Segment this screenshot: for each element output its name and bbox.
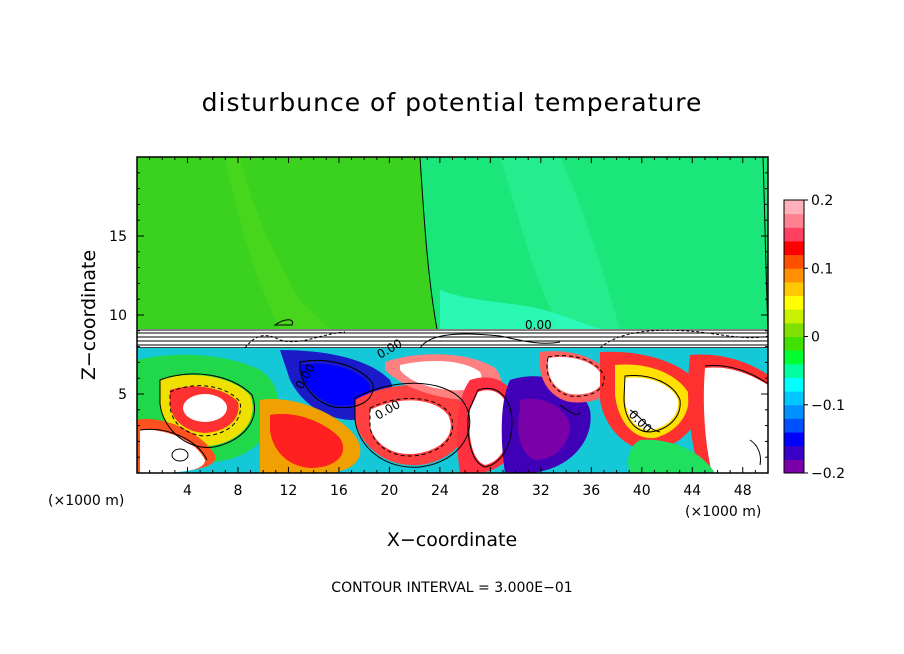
x-tick-label: 4 bbox=[183, 483, 192, 499]
colorbar-tick-label: 0 bbox=[811, 330, 820, 346]
colorbar-swatch bbox=[784, 445, 804, 460]
x-axis: 4 8 12 16 20 24 28 32 36 40 44 48 bbox=[149, 157, 769, 499]
y-tick-label: 10 bbox=[109, 308, 127, 324]
upper-region-band bbox=[500, 157, 620, 329]
x-tick-label: 24 bbox=[431, 483, 449, 499]
x-tick-label: 40 bbox=[633, 483, 651, 499]
colorbar-swatch bbox=[784, 459, 804, 474]
transition-band bbox=[137, 329, 768, 348]
x-tick-label: 20 bbox=[380, 483, 398, 499]
upper-region-right bbox=[420, 157, 768, 329]
x-tick-label: 32 bbox=[532, 483, 550, 499]
y-tick-label: 15 bbox=[109, 229, 127, 245]
colorbar-swatch bbox=[784, 254, 804, 269]
colorbar-swatch bbox=[784, 336, 804, 351]
colorbar-swatch bbox=[784, 350, 804, 365]
y-axis-label: Z−coordinate bbox=[78, 250, 100, 380]
contour-label: 0.00 bbox=[525, 318, 552, 332]
colorbar-swatch bbox=[784, 363, 804, 378]
colorbar-tick-label: 0.2 bbox=[811, 193, 833, 209]
upper-region-mid bbox=[225, 157, 330, 329]
colorbar-swatch bbox=[784, 227, 804, 242]
x-tick-label: 8 bbox=[233, 483, 242, 499]
colorbar-swatch bbox=[784, 404, 804, 419]
colorbar-swatch bbox=[784, 213, 804, 228]
x-unit-right: (×1000 m) bbox=[685, 504, 761, 520]
colorbar-swatch bbox=[784, 281, 804, 297]
colorbar-swatch bbox=[784, 391, 804, 406]
colorbar bbox=[784, 200, 804, 474]
chart-title: disturbunce of potential temperature bbox=[202, 88, 703, 117]
colorbar-swatch bbox=[784, 200, 804, 215]
colorbar-swatch bbox=[784, 418, 804, 433]
x-tick-label: 48 bbox=[734, 483, 752, 499]
x-axis-label: X−coordinate bbox=[387, 529, 517, 551]
colorbar-swatch bbox=[784, 268, 804, 283]
x-unit-left: (×1000 m) bbox=[48, 493, 124, 509]
plot-area: 0.00 0.00 0.00 0.00 0.00 bbox=[137, 157, 768, 473]
y-tick-label: 5 bbox=[118, 387, 127, 403]
colorbar-swatch bbox=[784, 377, 804, 392]
x-tick-label: 44 bbox=[683, 483, 701, 499]
colorbar-tick-label: 0.1 bbox=[811, 261, 833, 277]
x-tick-label: 16 bbox=[330, 483, 348, 499]
colorbar-ticks: 0.2 0.1 0 −0.1 −0.2 bbox=[804, 193, 845, 482]
colorbar-tick-label: −0.1 bbox=[811, 398, 845, 414]
contour-interval-note: CONTOUR INTERVAL = 3.000E−01 bbox=[331, 580, 572, 596]
y-axis: 5 10 15 bbox=[109, 172, 768, 458]
colorbar-swatch bbox=[784, 322, 804, 337]
x-tick-label: 28 bbox=[481, 483, 499, 499]
upper-region-cyan bbox=[440, 290, 600, 329]
colorbar-swatch bbox=[784, 309, 804, 324]
x-tick-label: 36 bbox=[582, 483, 600, 499]
colorbar-swatch bbox=[784, 295, 804, 310]
colorbar-swatch bbox=[784, 240, 804, 256]
colorbar-swatch bbox=[784, 432, 804, 447]
x-tick-label: 12 bbox=[280, 483, 298, 499]
colorbar-tick-label: −0.2 bbox=[811, 466, 845, 482]
